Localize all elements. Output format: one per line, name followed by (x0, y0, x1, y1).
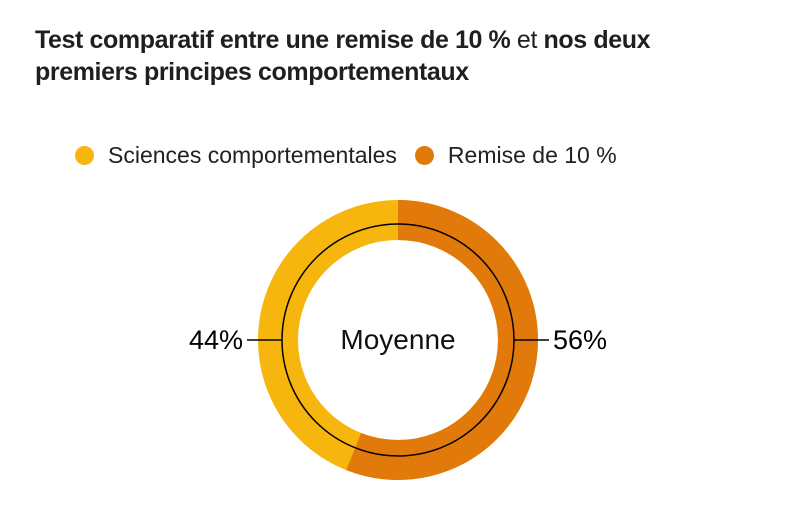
donut-center-label: Moyenne (340, 324, 456, 355)
title-regular-part: et (510, 26, 544, 54)
chart-title: Test comparatif entre une remise de 10 %… (35, 24, 741, 88)
legend-swatch-sciences-icon (75, 146, 94, 165)
legend-label-sciences: Sciences comportementales (108, 142, 397, 168)
legend-swatch-remise-icon (414, 146, 434, 165)
title-bold-part-1: Test comparatif entre une remise de 10 % (35, 26, 511, 54)
left-value-label: 44% (188, 325, 243, 355)
right-value-label: 56% (553, 325, 608, 355)
legend-item-sciences: Sciences comportementales (75, 142, 397, 169)
legend: Sciences comportementales Remise de 10 % (75, 142, 617, 169)
title-bold-part-2: nos deux premiers principes comportement… (35, 26, 651, 86)
legend-label-remise: Remise de 10 % (447, 142, 617, 168)
legend-item-remise: Remise de 10 % (414, 142, 617, 169)
